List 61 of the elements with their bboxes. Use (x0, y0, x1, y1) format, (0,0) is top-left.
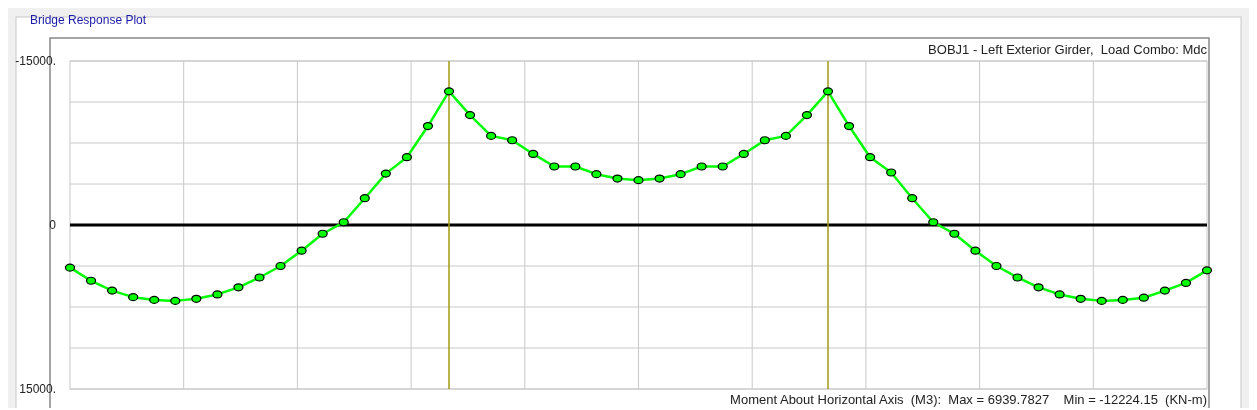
y-tick-label: -15000. (15, 54, 56, 69)
point (338, 218, 349, 227)
point (738, 149, 749, 159)
point (528, 149, 539, 159)
point (170, 296, 181, 305)
point (780, 131, 791, 140)
point (865, 153, 876, 162)
point (801, 111, 813, 120)
point (717, 162, 728, 171)
point (359, 194, 370, 203)
point (1075, 294, 1086, 303)
point (1180, 278, 1192, 288)
point (317, 229, 328, 238)
point (991, 261, 1002, 271)
point (233, 283, 244, 292)
point (128, 293, 139, 302)
point (1033, 283, 1044, 292)
point (949, 229, 960, 238)
point (675, 170, 686, 179)
point (696, 162, 707, 171)
point (591, 170, 602, 179)
point (570, 162, 581, 171)
point (296, 246, 307, 255)
point (401, 153, 412, 162)
point (886, 168, 897, 177)
point (85, 276, 97, 285)
point (64, 263, 76, 272)
point (212, 290, 223, 299)
point (549, 162, 560, 171)
point (907, 194, 918, 203)
point (1201, 266, 1213, 275)
point (654, 174, 665, 183)
point (275, 261, 286, 271)
point (1012, 273, 1023, 282)
point (970, 246, 981, 255)
text: Moment About Horizontal Axis (M3): Max = 6939.7827 Min = -12224.15 (KN-m) (730, 392, 1207, 407)
point (1138, 293, 1149, 302)
point (822, 87, 834, 96)
y-tick-label: 15000. (19, 382, 56, 397)
point (191, 294, 202, 303)
point (1096, 296, 1107, 305)
point (1117, 295, 1128, 304)
point (486, 131, 497, 140)
point (1054, 290, 1065, 299)
point (464, 111, 476, 120)
point (759, 136, 770, 145)
point (928, 218, 939, 227)
point (380, 169, 391, 178)
point (507, 136, 518, 145)
point (107, 286, 118, 295)
chart-title: Bridge Response Plot (30, 13, 147, 27)
point (612, 174, 623, 183)
y-tick-label: 0 (49, 218, 57, 233)
point (1159, 286, 1170, 295)
point (633, 176, 644, 185)
point (843, 121, 855, 131)
point (149, 295, 160, 304)
point (422, 121, 434, 131)
point (443, 87, 455, 96)
point (254, 273, 265, 282)
chart-subtitle: BOBJ1 - Left Exterior Girder, Load Combo: Mdc (928, 42, 1208, 57)
